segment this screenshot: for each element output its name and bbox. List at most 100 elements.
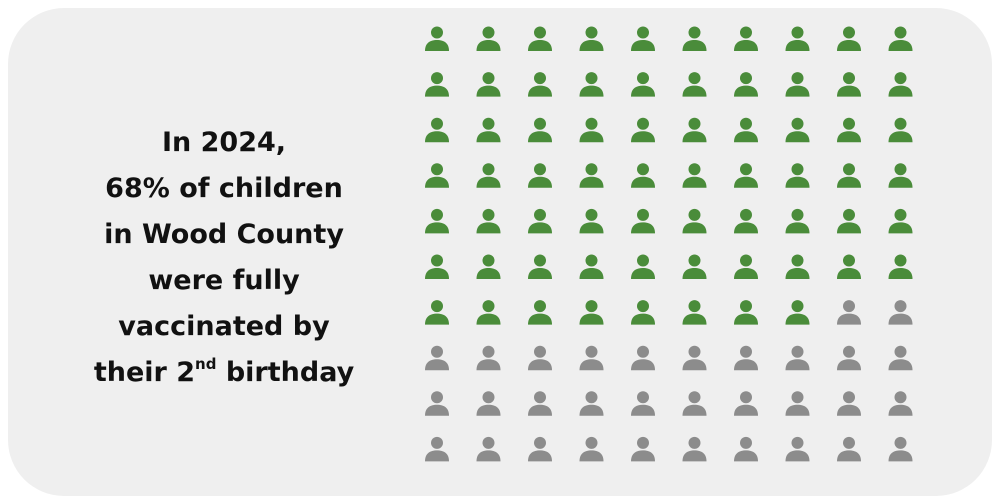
person-icon-filled	[579, 254, 604, 279]
person-icon-filled	[476, 26, 501, 51]
person-icon-filled	[579, 300, 604, 325]
headline-line-5: vaccinated by	[118, 311, 330, 342]
person-icon-filled	[476, 208, 501, 234]
person-icon-filled	[682, 72, 707, 97]
person-icon-filled	[631, 72, 655, 97]
person-icon-filled	[476, 117, 501, 143]
person-icon-filled	[682, 163, 707, 188]
person-icon-filled	[579, 208, 604, 234]
headline-line-3: in Wood County	[104, 219, 344, 250]
person-icon-filled	[785, 254, 810, 279]
person-icon-unfilled	[888, 300, 913, 325]
person-icon-unfilled	[837, 436, 861, 462]
person-icon-filled	[734, 254, 758, 279]
person-icon-filled	[837, 72, 861, 97]
person-icon-unfilled	[837, 391, 861, 416]
person-icon-unfilled	[734, 391, 758, 416]
person-icon-filled	[425, 208, 449, 234]
person-icon-unfilled	[528, 345, 552, 371]
person-icon-filled	[785, 26, 810, 51]
person-icon-unfilled	[425, 436, 449, 462]
person-icon-filled	[579, 72, 604, 97]
headline-line-2: 68% of children	[105, 173, 343, 204]
person-icon-unfilled	[476, 345, 501, 371]
person-icon-unfilled	[528, 391, 552, 416]
person-icon-filled	[734, 26, 758, 51]
person-icon-filled	[425, 72, 449, 97]
person-icon-filled	[528, 208, 552, 234]
person-icon-filled	[528, 117, 552, 143]
person-icon-unfilled	[682, 391, 707, 416]
person-icon-filled	[631, 254, 655, 279]
person-icon-filled	[734, 72, 758, 97]
person-icon-unfilled	[631, 436, 655, 462]
person-icon-filled	[785, 72, 810, 97]
person-icon-unfilled	[528, 436, 552, 462]
person-icon-filled	[682, 117, 707, 143]
pictogram-grid	[418, 20, 918, 490]
pictogram-svg	[425, 26, 913, 462]
person-icon-filled	[682, 300, 707, 325]
person-icon-filled	[528, 254, 552, 279]
person-icon-unfilled	[682, 436, 707, 462]
person-icon-filled	[579, 163, 604, 188]
person-icon-unfilled	[785, 345, 810, 371]
person-icon-filled	[837, 254, 861, 279]
person-icon-filled	[425, 254, 449, 279]
person-icon-filled	[631, 163, 655, 188]
person-icon-unfilled	[476, 436, 501, 462]
person-icon-filled	[837, 163, 861, 188]
person-icon-filled	[579, 26, 604, 51]
person-icon-unfilled	[888, 391, 913, 416]
person-icon-filled	[476, 163, 501, 188]
person-icon-unfilled	[579, 345, 604, 371]
person-icon-unfilled	[682, 345, 707, 371]
person-icon-filled	[888, 208, 913, 234]
person-icon-filled	[476, 254, 501, 279]
person-icon-filled	[476, 300, 501, 325]
person-icon-filled	[425, 26, 449, 51]
person-icon-unfilled	[837, 300, 861, 325]
person-icon-unfilled	[425, 391, 449, 416]
person-icon-filled	[734, 300, 758, 325]
person-icon-unfilled	[631, 391, 655, 416]
person-icon-filled	[734, 117, 758, 143]
person-icon-unfilled	[785, 391, 810, 416]
person-icon-filled	[682, 26, 707, 51]
person-icon-unfilled	[734, 436, 758, 462]
headline-line-1: In 2024,	[161, 127, 287, 158]
person-icon-filled	[888, 163, 913, 188]
person-icon-filled	[837, 208, 861, 234]
headline-line-6-start: their 2	[93, 357, 196, 388]
headline: In 2024, 68% of children in Wood County …	[44, 120, 404, 396]
headline-line-4: were fully	[148, 265, 300, 296]
person-icon-filled	[682, 208, 707, 234]
person-icon-filled	[425, 300, 449, 325]
person-icon-filled	[785, 163, 810, 188]
person-icon-unfilled	[425, 345, 449, 371]
person-icon-unfilled	[734, 345, 758, 371]
person-icon-filled	[888, 254, 913, 279]
person-icon-filled	[837, 117, 861, 143]
person-icon-filled	[734, 208, 758, 234]
person-icon-filled	[682, 254, 707, 279]
person-icon-filled	[528, 26, 552, 51]
person-icon-filled	[631, 208, 655, 234]
person-icon-filled	[425, 117, 449, 143]
person-icon-filled	[579, 117, 604, 143]
person-icon-filled	[528, 72, 552, 97]
person-icon-filled	[631, 300, 655, 325]
person-icon-filled	[476, 72, 501, 97]
ordinal-suffix: nd	[195, 355, 217, 373]
person-icon-unfilled	[888, 345, 913, 371]
person-icon-filled	[888, 72, 913, 97]
person-icon-filled	[631, 117, 655, 143]
person-icon-filled	[888, 117, 913, 143]
person-icon-filled	[528, 300, 552, 325]
person-icon-unfilled	[888, 436, 913, 462]
person-icon-filled	[631, 26, 655, 51]
person-icon-filled	[528, 163, 552, 188]
person-icon-unfilled	[579, 436, 604, 462]
person-icon-filled	[785, 208, 810, 234]
person-icon-unfilled	[837, 345, 861, 371]
